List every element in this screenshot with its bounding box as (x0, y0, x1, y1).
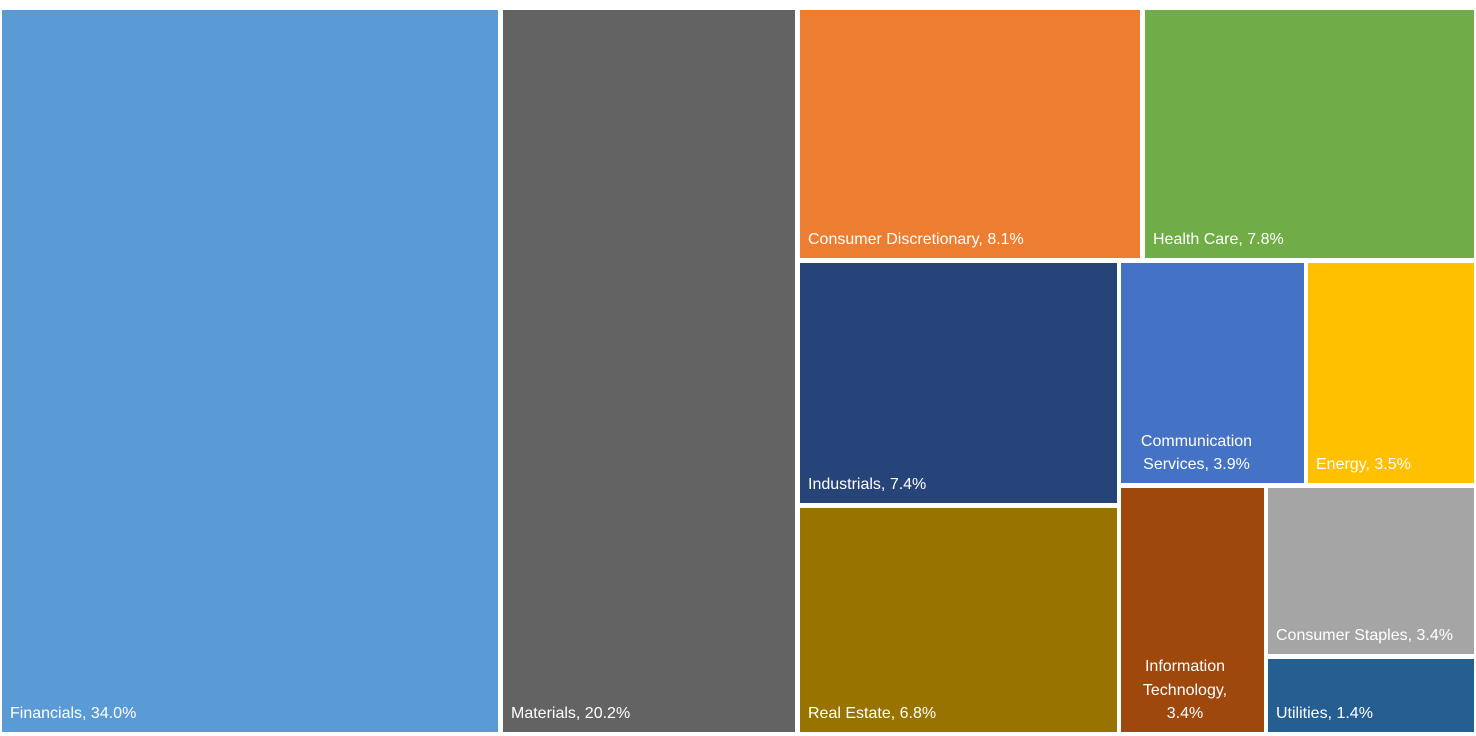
treemap-tile-materials[interactable]: Materials, 20.2% (503, 10, 795, 732)
treemap-tile-financials[interactable]: Financials, 34.0% (2, 10, 498, 732)
treemap-tile-industrials[interactable]: Industrials, 7.4% (800, 263, 1117, 503)
treemap-tile-energy[interactable]: Energy, 3.5% (1308, 263, 1474, 483)
treemap-tile-health-care[interactable]: Health Care, 7.8% (1145, 10, 1474, 258)
treemap-tile-communication-services[interactable]: Communication Services, 3.9% (1121, 263, 1304, 483)
tile-label-communication-services: Communication Services, 3.9% (1140, 432, 1253, 473)
tile-label-utilities: Utilities, 1.4% (1276, 704, 1373, 722)
tile-label-health-care: Health Care, 7.8% (1153, 230, 1284, 248)
tile-label-industrials: Industrials, 7.4% (808, 475, 927, 493)
treemap-tile-information-technology[interactable]: Information Technology, 3.4% (1121, 488, 1264, 732)
tile-label-real-estate: Real Estate, 6.8% (808, 704, 937, 722)
tile-label-materials: Materials, 20.2% (511, 704, 631, 722)
treemap-tile-real-estate[interactable]: Real Estate, 6.8% (800, 508, 1117, 732)
tile-label-energy: Energy, 3.5% (1316, 455, 1411, 473)
tile-label-consumer-staples: Consumer Staples, 3.4% (1276, 626, 1453, 644)
treemap-tile-consumer-discretionary[interactable]: Consumer Discretionary, 8.1% (800, 10, 1140, 258)
treemap-tile-utilities[interactable]: Utilities, 1.4% (1268, 659, 1474, 732)
treemap-tile-consumer-staples[interactable]: Consumer Staples, 3.4% (1268, 488, 1474, 654)
tile-label-consumer-discretionary: Consumer Discretionary, 8.1% (808, 230, 1024, 248)
tile-label-information-technology: Information Technology, 3.4% (1142, 658, 1228, 722)
tile-label-financials: Financials, 34.0% (10, 704, 137, 722)
